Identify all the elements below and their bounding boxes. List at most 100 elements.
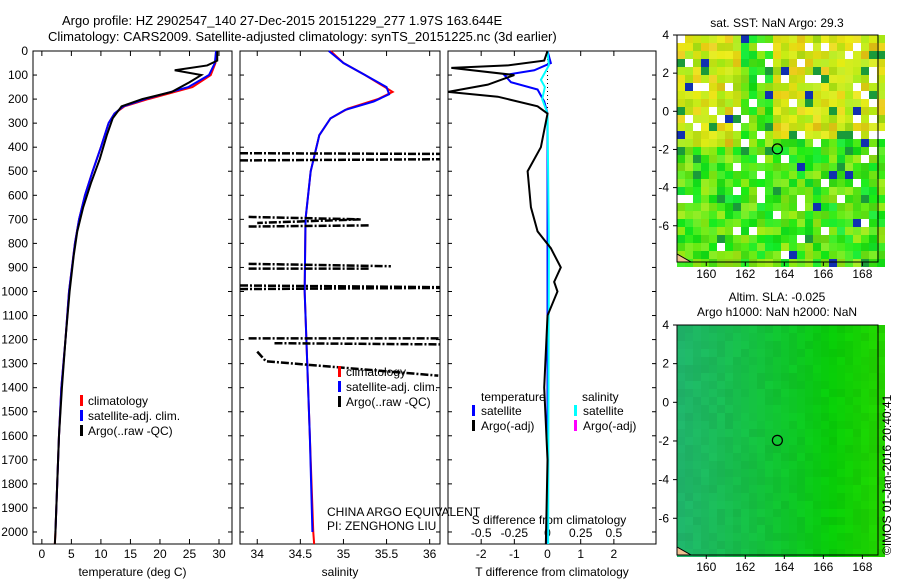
map-cell — [733, 51, 741, 59]
map-cell — [789, 83, 797, 91]
map-cell — [877, 235, 885, 243]
map-cell — [741, 493, 749, 501]
map-cell — [693, 195, 701, 203]
map-cell — [781, 461, 789, 469]
map-cell — [861, 195, 869, 203]
map-cell — [837, 155, 845, 163]
map-cell — [789, 171, 797, 179]
map-cell — [693, 437, 701, 445]
map-cell — [733, 235, 741, 243]
map-cell — [701, 51, 709, 59]
map-cell — [845, 131, 853, 139]
map-cell — [853, 381, 861, 389]
map-cell — [773, 413, 781, 421]
map-cell — [805, 541, 813, 549]
map-cell — [877, 147, 885, 155]
map-cell — [677, 195, 685, 203]
map-cell — [845, 99, 853, 107]
map-cell — [757, 397, 765, 405]
map-cell — [725, 227, 733, 235]
map-cell — [773, 533, 781, 541]
map-cell — [765, 445, 773, 453]
map-cell — [717, 155, 725, 163]
temperature-legend-label: satellite-adj. clim. — [88, 409, 180, 423]
map-cell — [789, 235, 797, 243]
map-cell — [829, 219, 837, 227]
map-cell — [693, 203, 701, 211]
map-cell — [805, 259, 813, 267]
map-cell — [717, 179, 725, 187]
map-cell — [813, 541, 821, 549]
map-cell — [869, 373, 877, 381]
map-cell — [853, 187, 861, 195]
map-cell — [797, 83, 805, 91]
map-cell — [677, 501, 685, 509]
map-cell — [861, 43, 869, 51]
map-cell — [685, 259, 693, 267]
map-cell — [693, 477, 701, 485]
map-cell — [781, 485, 789, 493]
map-cell — [773, 381, 781, 389]
map-cell — [805, 549, 813, 557]
map-cell — [837, 341, 845, 349]
map-cell — [789, 413, 797, 421]
map-cell — [869, 35, 877, 43]
map-cell — [725, 333, 733, 341]
map-cell — [685, 59, 693, 67]
map-cell — [789, 501, 797, 509]
map-cell — [765, 227, 773, 235]
map-cell — [877, 421, 885, 429]
map-cell — [701, 203, 709, 211]
map-cell — [773, 549, 781, 557]
map-cell — [853, 259, 861, 267]
map-cell — [693, 107, 701, 115]
map-cell — [773, 59, 781, 67]
map-cell — [725, 517, 733, 525]
map-cell — [709, 381, 717, 389]
map-cell — [789, 549, 797, 557]
map-cell — [813, 51, 821, 59]
map-y-label: 2 — [662, 66, 669, 80]
map-x-label: 166 — [813, 267, 833, 281]
map-cell — [685, 251, 693, 259]
map-cell — [677, 397, 685, 405]
map-cell — [861, 179, 869, 187]
map-cell — [853, 397, 861, 405]
map-cell — [853, 413, 861, 421]
map-cell — [797, 477, 805, 485]
map-cell — [821, 123, 829, 131]
map-cell — [861, 75, 869, 83]
map-cell — [725, 243, 733, 251]
map-cell — [765, 139, 773, 147]
map-cell — [709, 195, 717, 203]
map-cell — [741, 549, 749, 557]
map-cell — [805, 155, 813, 163]
map-cell — [709, 517, 717, 525]
map-cell — [765, 389, 773, 397]
map-cell — [845, 541, 853, 549]
map-cell — [717, 437, 725, 445]
map-cell — [805, 251, 813, 259]
map-cell — [821, 163, 829, 171]
map-cell — [821, 99, 829, 107]
map-cell — [789, 477, 797, 485]
map-cell — [861, 67, 869, 75]
map-cell — [845, 509, 853, 517]
map-cell — [789, 349, 797, 357]
map-cell — [845, 333, 853, 341]
map-cell — [677, 357, 685, 365]
map-cell — [869, 389, 877, 397]
map-cell — [701, 341, 709, 349]
map-cell — [789, 99, 797, 107]
map-cell — [765, 107, 773, 115]
map-cell — [701, 139, 709, 147]
depth-tick-label: 1600 — [1, 429, 28, 443]
map-cell — [781, 397, 789, 405]
map-cell — [869, 437, 877, 445]
map-cell — [773, 243, 781, 251]
map-cell — [693, 171, 701, 179]
map-cell — [805, 83, 813, 91]
map-cell — [805, 59, 813, 67]
map-cell — [837, 501, 845, 509]
map-cell — [757, 171, 765, 179]
